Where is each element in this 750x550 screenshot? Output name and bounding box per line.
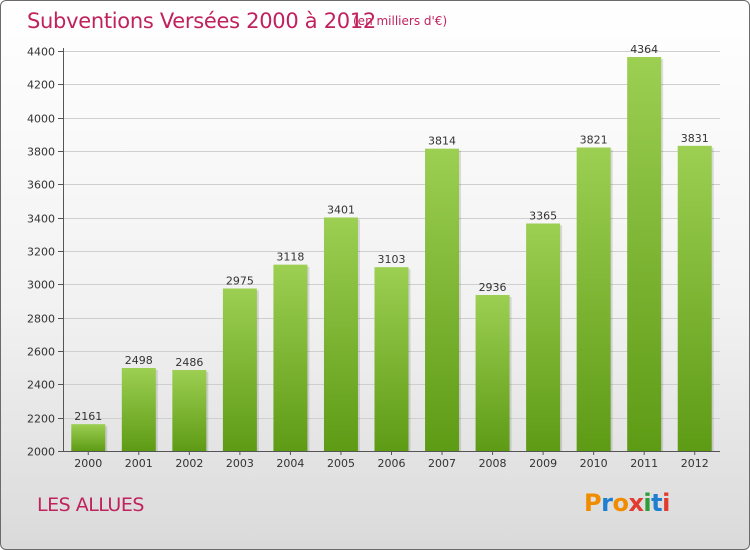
bar-group: 2936	[475, 281, 512, 451]
y-tick-label: 3800	[27, 146, 55, 159]
logo-letter: i	[662, 489, 670, 517]
x-tick-label: 2002	[175, 457, 203, 470]
y-tick-label: 2600	[27, 346, 55, 359]
data-label: 4364	[630, 43, 658, 56]
x-tick-label: 2012	[681, 457, 709, 470]
bar	[526, 223, 561, 451]
chart-title: Subventions Versées 2000 à 2012	[27, 9, 376, 33]
bar	[627, 57, 662, 451]
bar-group: 3401	[323, 204, 360, 451]
bar-group: 4364	[627, 43, 664, 451]
x-tick-label: 2007	[428, 457, 456, 470]
bar	[172, 370, 207, 451]
bar-group: 3118	[273, 251, 310, 451]
data-label: 3103	[378, 253, 406, 266]
x-tick-label: 2006	[378, 457, 406, 470]
bar	[273, 264, 308, 451]
x-tick-label: 2009	[529, 457, 557, 470]
data-label: 3821	[580, 134, 608, 147]
bar	[222, 288, 257, 451]
data-label: 3831	[681, 132, 709, 145]
chart-subtitle: (en milliers d'€)	[353, 14, 448, 28]
x-tick-label: 2005	[327, 457, 355, 470]
bar-group: 2161	[71, 410, 108, 451]
y-tick-label: 3600	[27, 179, 55, 192]
bar-group: 3821	[576, 134, 613, 451]
y-tick-label: 4200	[27, 79, 55, 92]
bar	[576, 147, 611, 451]
data-label: 2936	[479, 281, 507, 294]
y-tick-label: 4400	[27, 46, 55, 59]
bar-group: 2486	[172, 356, 209, 451]
logo-letter: P	[584, 489, 602, 517]
axis-layer: 2000 2200 2400 2600 2800 3000 3200 3400 3600 3800…	[27, 46, 720, 470]
x-tick-label: 2010	[580, 457, 608, 470]
data-label: 3365	[529, 210, 557, 223]
bar	[677, 145, 712, 452]
y-tick-label: 4000	[27, 113, 55, 126]
y-tick-label: 3400	[27, 213, 55, 226]
logo-letter: t	[651, 489, 663, 517]
bar	[475, 295, 510, 451]
y-tick-label: 3000	[27, 279, 55, 292]
bar	[323, 217, 358, 451]
bar	[374, 267, 409, 451]
data-label: 2975	[226, 275, 254, 288]
y-tick-label: 3200	[27, 246, 55, 259]
bar-group: 3814	[425, 135, 462, 451]
data-label: 3118	[276, 251, 304, 264]
x-tick-label: 2004	[276, 457, 304, 470]
x-tick-label: 2011	[630, 457, 658, 470]
data-label: 3814	[428, 135, 456, 148]
data-label: 2486	[175, 356, 203, 369]
bar-group: 3103	[374, 253, 411, 451]
bar-group: 2498	[121, 354, 158, 451]
bar	[121, 368, 156, 451]
x-tick-label: 2003	[226, 457, 254, 470]
logo-letter: o	[612, 489, 629, 517]
bar	[71, 424, 106, 451]
data-label: 2498	[125, 354, 153, 367]
bar-layer: 2161 2498 2486 2975 3118 3401 3103 3814 2936 3365…	[71, 43, 714, 452]
logo-letter: x	[628, 489, 644, 517]
brand-logo: Proxiti	[584, 489, 670, 517]
y-tick-label: 2800	[27, 313, 55, 326]
data-label: 2161	[74, 410, 102, 423]
bar	[425, 148, 460, 451]
y-tick-label: 2400	[27, 379, 55, 392]
x-tick-label: 2001	[125, 457, 153, 470]
data-label: 3401	[327, 204, 355, 217]
y-tick-label: 2000	[27, 446, 55, 459]
bar-group: 3365	[526, 210, 563, 451]
bar-group: 2975	[222, 275, 259, 451]
y-tick-label: 2200	[27, 413, 55, 426]
location-label: LES ALLUES	[37, 494, 144, 516]
x-tick-label: 2000	[74, 457, 102, 470]
bar-group: 3831	[677, 132, 714, 452]
x-tick-label: 2008	[479, 457, 507, 470]
logo-letter: r	[601, 489, 613, 517]
logo-letter: i	[643, 489, 652, 517]
